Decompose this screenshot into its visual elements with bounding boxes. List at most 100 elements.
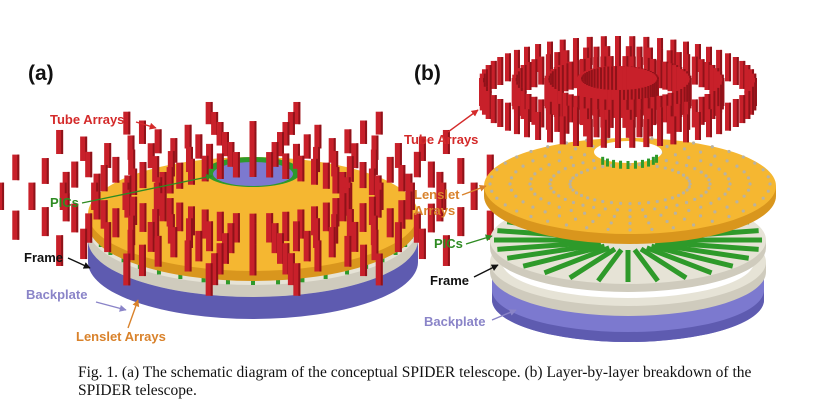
tube-element <box>490 60 497 89</box>
tube-element <box>611 66 618 95</box>
tube-element <box>629 99 636 128</box>
panel-b-label-pics: PICs <box>434 236 463 251</box>
tube-element <box>513 106 520 135</box>
panel-a-annotations: Tube Arrays PICs Frame Backplate Lenslet… <box>24 112 213 344</box>
tube-element <box>154 235 162 267</box>
tube-element <box>232 152 240 178</box>
tube-element <box>559 39 566 68</box>
tube-element <box>684 54 691 83</box>
panel-a-label-tube-arrays: Tube Arrays <box>50 112 124 127</box>
tube-element <box>413 213 421 243</box>
tube-element <box>375 111 383 135</box>
tube-element <box>643 98 650 127</box>
tube-element <box>586 119 593 148</box>
tube-element <box>637 68 644 97</box>
panel-a-tube-arrow <box>135 121 157 130</box>
tube-element <box>550 86 557 115</box>
tube-element <box>625 109 632 138</box>
tube-element <box>339 171 347 199</box>
tube-element <box>311 158 319 185</box>
tube-element <box>630 67 637 96</box>
tube-element <box>427 161 435 188</box>
tube-element <box>603 66 610 95</box>
tube-element <box>553 67 560 95</box>
tube-element <box>297 209 305 239</box>
tube-element <box>138 244 146 277</box>
tube-element <box>704 62 711 90</box>
tube-element <box>322 202 330 232</box>
tube-element <box>535 111 542 140</box>
tube-element <box>650 97 657 126</box>
tube-element <box>643 119 650 148</box>
tube-element <box>130 196 138 225</box>
tube-element <box>573 60 580 89</box>
tube-element <box>346 156 354 182</box>
tube-element <box>725 53 732 82</box>
tube-element <box>725 102 732 131</box>
panel-a-frame-arrow <box>67 257 91 269</box>
tube-element <box>572 117 579 146</box>
tube-element <box>292 143 300 169</box>
tube-element <box>691 99 698 128</box>
tube-element <box>85 151 93 178</box>
panel-b-label-lenslet-2: Arrays <box>414 203 455 218</box>
panel-b-label-frame: Frame <box>430 273 469 288</box>
tube-element <box>567 94 574 123</box>
tube-element <box>554 103 561 132</box>
tube-element <box>332 198 340 227</box>
tube-element <box>538 56 545 85</box>
tube-element <box>504 102 511 131</box>
tube-element <box>442 235 450 266</box>
figure-caption: Fig. 1. (a) The schematic diagram of the… <box>78 364 752 399</box>
tube-element <box>485 65 492 94</box>
tube-element <box>600 36 607 65</box>
tube-element <box>266 152 274 178</box>
tube-element <box>557 65 564 94</box>
tube-element <box>525 94 532 122</box>
panel-a-lenslet-arrow <box>127 299 140 329</box>
tube-element <box>100 165 108 192</box>
tube-element <box>670 116 677 145</box>
tube-element <box>159 193 167 222</box>
tube-element <box>607 99 614 128</box>
tube-element <box>504 53 511 82</box>
tube-element <box>100 200 108 229</box>
tube-element <box>622 99 629 128</box>
tube-element <box>646 108 653 137</box>
tube-element <box>672 65 679 94</box>
tube-element <box>739 60 746 89</box>
tube-element <box>698 96 705 125</box>
tube-element <box>485 90 492 119</box>
tube-element <box>583 108 590 137</box>
tube-element <box>732 57 739 85</box>
tube-element <box>547 114 553 143</box>
tube-element <box>386 156 394 183</box>
tube-element <box>127 135 135 160</box>
tube-element <box>442 129 450 155</box>
tube-element <box>201 155 209 182</box>
tube-element <box>80 228 88 260</box>
tube-element <box>80 136 88 161</box>
tube-element <box>332 167 340 194</box>
tube-element <box>368 196 376 225</box>
tube-element <box>123 111 131 135</box>
tube-element <box>28 182 36 210</box>
tube-element <box>206 221 214 252</box>
tube-element <box>339 193 347 222</box>
tube-element <box>155 187 163 216</box>
tube-element <box>554 52 561 81</box>
tube-element <box>139 161 147 189</box>
tube-element <box>520 91 527 120</box>
tube-element <box>123 253 131 286</box>
tube-element <box>346 209 354 239</box>
tube-element <box>683 114 689 143</box>
tube-element <box>744 90 751 119</box>
tube-element <box>331 151 339 177</box>
panel-a-label-lenslet-arrays: Lenslet Arrays <box>76 329 166 344</box>
tube-element <box>322 162 330 189</box>
tube-element <box>227 223 235 254</box>
tube-element <box>490 95 497 124</box>
tube-element <box>41 207 49 237</box>
tube-element <box>343 187 351 216</box>
tube-element <box>12 154 20 181</box>
